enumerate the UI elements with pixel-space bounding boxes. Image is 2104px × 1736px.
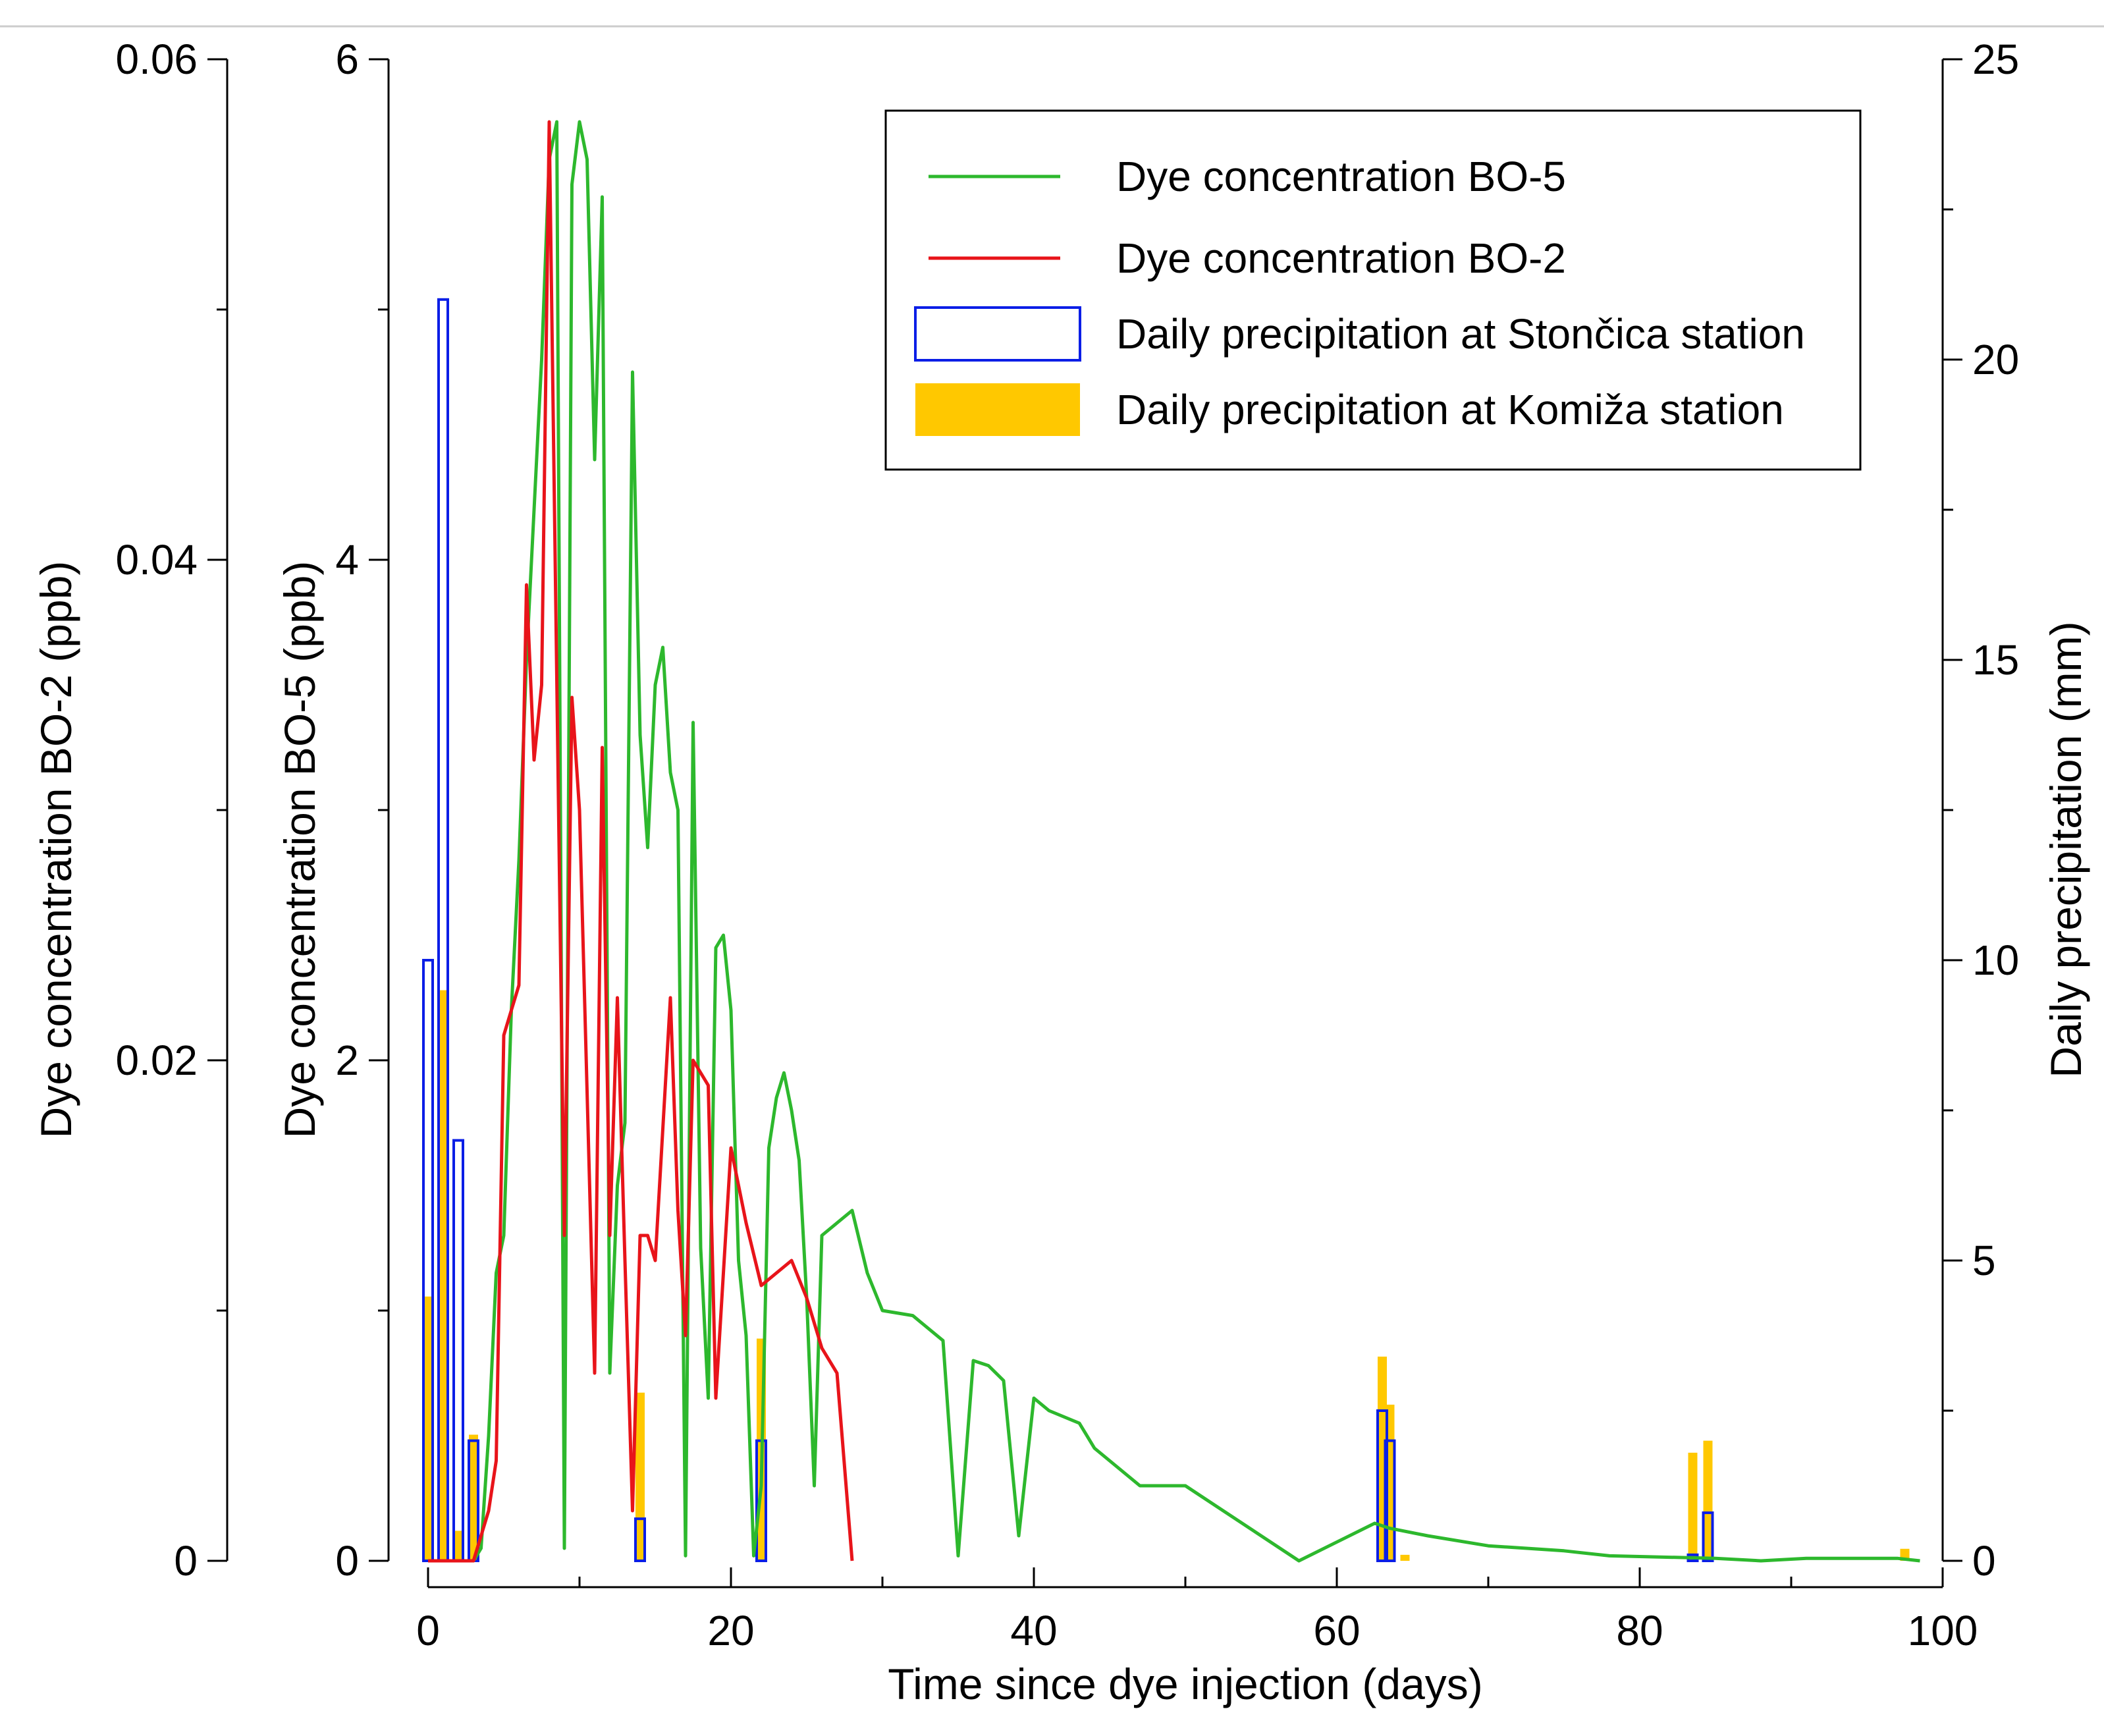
- y-axis-precip-tick-label: 25: [1972, 36, 2019, 83]
- plot-layer: [422, 120, 1920, 1563]
- y-axis-bo2-tick-label: 0: [174, 1537, 198, 1585]
- legend-label-bo5: Dye concentration BO-5: [1116, 153, 1566, 200]
- bar-stoncica: [634, 1517, 646, 1562]
- x-axis-tick-label: 20: [707, 1607, 754, 1654]
- y-axis-bo5-tick-label: 4: [335, 536, 359, 583]
- y-axis-bo5-tick-label: 2: [335, 1037, 359, 1084]
- bar-komiza: [454, 1531, 463, 1561]
- legend: Dye concentration BO-5 Dye concentration…: [884, 109, 1862, 471]
- bar-komiza: [439, 990, 448, 1561]
- y-axis-precip-tick-label: 0: [1972, 1537, 1996, 1585]
- y-axis-bo2-tick-label: 0.06: [115, 36, 198, 83]
- y-axis-bo2-tick-label: 0.04: [115, 536, 198, 583]
- legend-label-bo2: Dye concentration BO-2: [1116, 234, 1566, 282]
- legend-label-stoncica: Daily precipitation at Stončica station: [1116, 310, 1805, 358]
- bar-stoncica: [1376, 1409, 1388, 1562]
- x-axis-tick-label: 80: [1616, 1607, 1663, 1654]
- bar-komiza: [423, 1296, 433, 1561]
- bar-stoncica: [1384, 1439, 1396, 1563]
- bar-komiza: [1400, 1554, 1410, 1561]
- y-axis-bo5-tick-label: 0: [335, 1537, 359, 1585]
- y-axis-title-bo5: Dye concentration BO-5 (ppb): [275, 561, 324, 1139]
- legend-swatch-stoncica: [914, 306, 1081, 362]
- series-line-bo2: [428, 120, 854, 1563]
- y-axis-precip-tick-label: 10: [1972, 936, 2019, 984]
- y-axis-bo5-tick-label: 6: [335, 36, 359, 83]
- series-line-bo5: [428, 120, 1920, 1563]
- y-axis-precip-tick-label: 5: [1972, 1237, 1996, 1284]
- bar-stoncica: [1702, 1511, 1714, 1563]
- x-axis-tick-label: 0: [416, 1607, 440, 1654]
- y-axis-precip-tick-label: 20: [1972, 336, 2019, 383]
- bar-komiza: [469, 1434, 478, 1561]
- bar-komiza: [1688, 1452, 1698, 1561]
- axis-titles: Time since dye injection (days) Dye conc…: [32, 561, 2090, 1708]
- x-axis-title: Time since dye injection (days): [888, 1660, 1483, 1708]
- y-axis-title-precip: Daily precipitation (mm): [2041, 621, 2090, 1077]
- legend-label-komiza: Daily precipitation at Komiža station: [1116, 386, 1784, 433]
- x-axis-tick-label: 100: [1908, 1607, 1978, 1654]
- y-axis-bo2-tick-label: 0.02: [115, 1037, 198, 1084]
- x-axis-tick-label: 40: [1010, 1607, 1057, 1654]
- x-axis-tick-label: 60: [1313, 1607, 1360, 1654]
- legend-swatch-komiza: [915, 383, 1080, 436]
- series-lines: [428, 120, 1920, 1563]
- y-axis-title-bo2: Dye concentration BO-2 (ppb): [32, 561, 80, 1139]
- bar-komiza: [1703, 1440, 1713, 1561]
- bar-komiza: [635, 1392, 645, 1561]
- precipitation-bars: [422, 298, 1910, 1563]
- y-axis-precip-tick-label: 15: [1972, 636, 2019, 684]
- bar-stoncica: [452, 1139, 464, 1562]
